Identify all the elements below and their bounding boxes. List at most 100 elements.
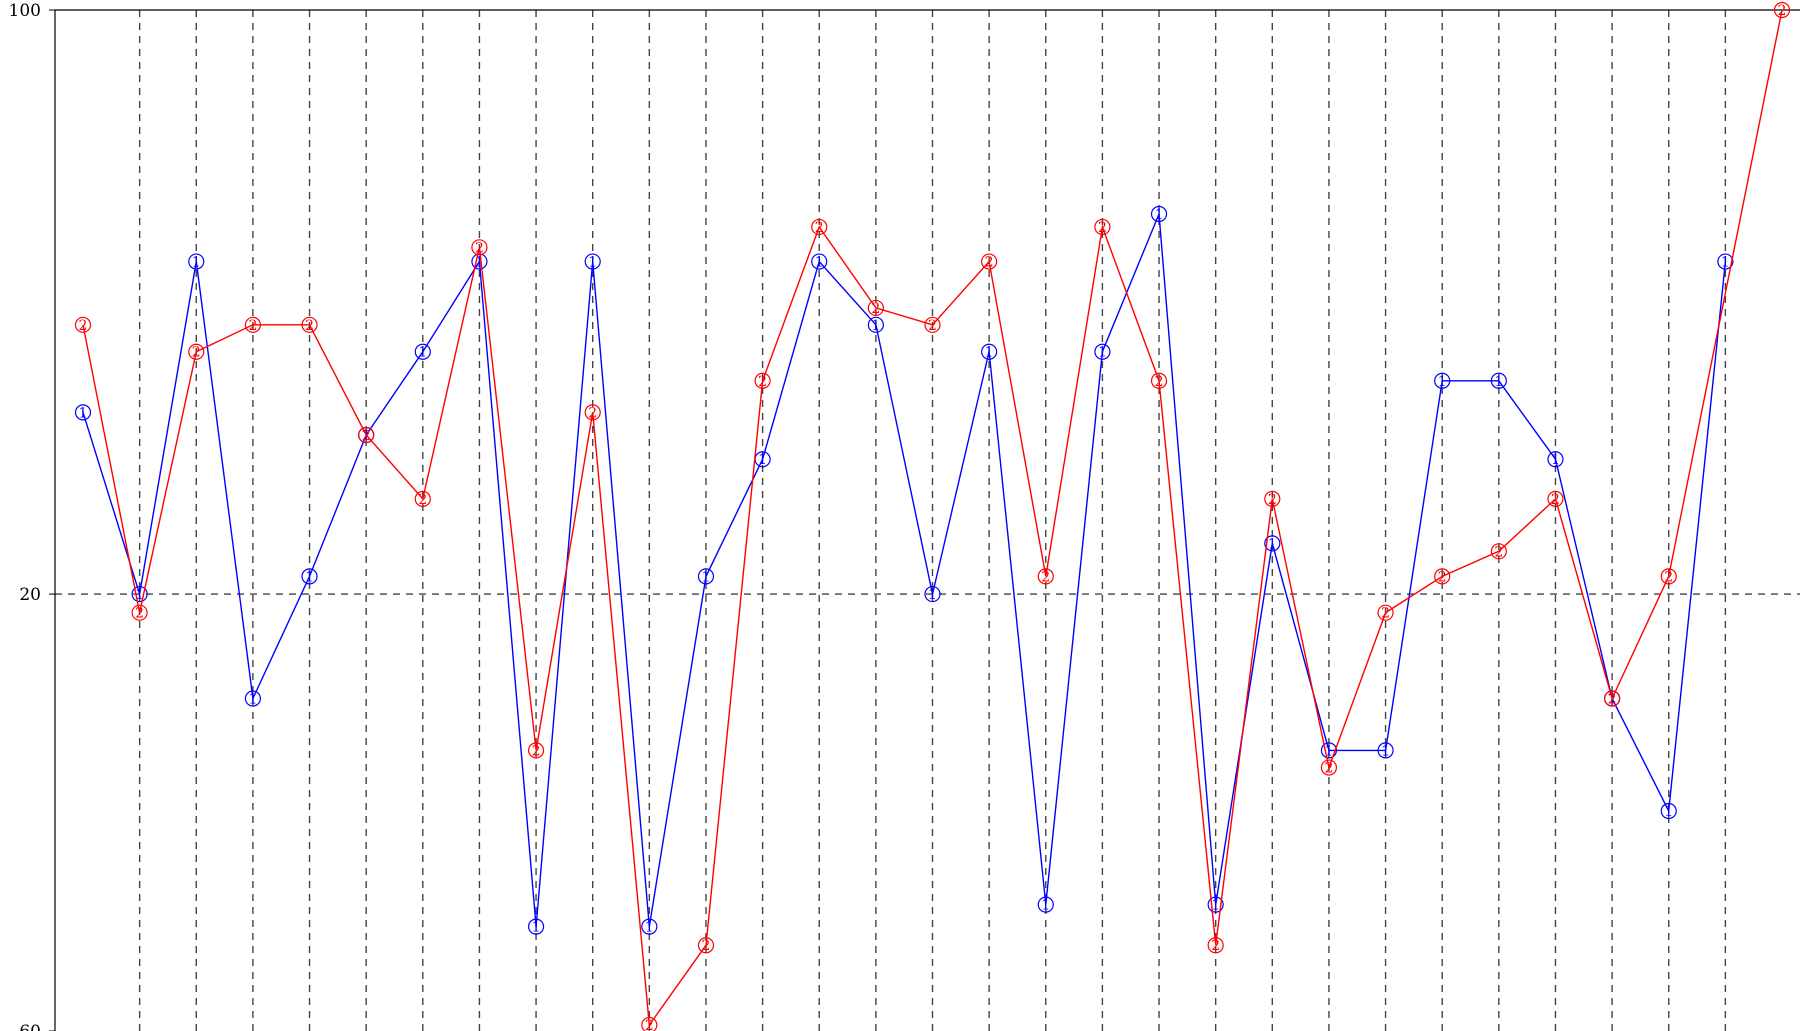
point-marker-label: 1	[135, 587, 144, 603]
point-marker-label: 2	[871, 301, 880, 317]
point-marker-circle	[1094, 343, 1111, 360]
point-marker-circle	[1660, 802, 1677, 820]
point-marker-circle	[1377, 604, 1394, 621]
point-marker-circle	[1547, 451, 1564, 468]
point-marker-label: 2	[475, 240, 484, 256]
data-point: 1	[1660, 802, 1677, 820]
point-marker-label: 2	[1608, 691, 1617, 707]
point-marker-label: 1	[1721, 255, 1730, 271]
data-point: 2	[1377, 604, 1394, 622]
point-marker-label: 1	[1211, 898, 1220, 914]
point-marker-circle	[1660, 568, 1677, 585]
point-marker-label: 2	[1041, 569, 1050, 585]
data-point: 2	[1603, 690, 1621, 707]
point-marker-circle	[697, 568, 715, 585]
data-point: 2	[471, 239, 488, 256]
point-marker-circle	[584, 253, 601, 270]
data-point: 1	[754, 451, 771, 468]
point-marker-label: 1	[1438, 374, 1447, 390]
point-marker-circle	[811, 253, 828, 270]
point-marker-label: 2	[1551, 492, 1560, 508]
data-point: 2	[1434, 568, 1451, 585]
point-marker-label: 1	[1381, 743, 1390, 759]
point-marker-label: 1	[1268, 536, 1277, 552]
data-point: 1	[924, 585, 941, 603]
data-point: 2	[924, 316, 941, 334]
point-marker-circle	[754, 372, 771, 389]
data-point: 1	[1377, 742, 1394, 759]
data-point: 2	[527, 742, 545, 759]
data-point: 2	[1037, 568, 1054, 585]
data-point: 1	[414, 343, 431, 361]
point-marker-label: 1	[475, 255, 484, 271]
point-marker-label: 1	[815, 255, 824, 271]
point-marker-label: 2	[1664, 569, 1673, 585]
point-marker-label: 1	[702, 569, 711, 585]
point-marker-circle	[527, 918, 545, 935]
point-marker-label: 2	[1381, 606, 1390, 622]
point-marker-circle	[301, 568, 318, 585]
point-marker-circle	[981, 343, 998, 360]
data-point: 1	[697, 568, 715, 585]
point-marker-circle	[1490, 372, 1507, 389]
point-marker-circle	[1150, 372, 1168, 389]
point-marker-circle	[867, 299, 884, 317]
point-marker-circle	[471, 253, 488, 270]
point-marker-label: 2	[588, 405, 597, 421]
point-marker-circle	[414, 490, 431, 507]
point-marker-label: 2	[135, 606, 144, 622]
data-point: 2	[358, 426, 375, 444]
y-tick-label: 20	[19, 585, 41, 605]
data-point: 2	[981, 253, 998, 271]
data-point: 2	[1207, 937, 1224, 954]
point-marker-label: 2	[645, 1018, 654, 1031]
data-point: 1	[641, 918, 658, 936]
point-marker-circle	[1037, 568, 1054, 585]
point-marker-label: 2	[1438, 569, 1447, 585]
point-marker-label: 1	[645, 920, 654, 936]
data-point: 2	[1320, 759, 1338, 777]
data-point: 1	[867, 316, 884, 334]
point-marker-label: 1	[1155, 207, 1164, 223]
point-marker-label: 2	[1098, 220, 1107, 236]
point-marker-label: 1	[532, 920, 541, 936]
data-point: 1	[1150, 205, 1168, 223]
data-point: 2	[1660, 568, 1677, 585]
point-marker-circle	[1150, 205, 1168, 223]
point-marker-label: 2	[1211, 938, 1220, 954]
point-marker-label: 1	[928, 587, 937, 603]
point-marker-circle	[188, 343, 205, 360]
data-point: 1	[1264, 535, 1281, 552]
y-tick-label: 100	[9, 1, 41, 21]
data-point: 1	[301, 568, 318, 585]
point-marker-label: 1	[758, 452, 767, 468]
data-point: 1	[584, 253, 601, 271]
point-marker-circle	[1037, 896, 1054, 913]
data-point: 1	[1094, 343, 1111, 361]
data-point: 2	[244, 316, 261, 334]
series-2: 2 2 2 2 2 2 2 2 2 2 2 2 2 2 2 2 2 2 2 2 2 2 2 2 2 2 2 2 2 2	[74, 1, 1791, 1031]
point-marker-circle	[74, 404, 92, 421]
point-marker-circle	[131, 585, 148, 603]
data-point: 1	[1547, 451, 1564, 468]
y-tick-label: 60	[19, 1022, 41, 1031]
point-marker-label: 2	[248, 318, 257, 334]
point-marker-label: 2	[418, 492, 427, 508]
point-marker-label: 1	[1324, 743, 1333, 759]
point-marker-label: 2	[532, 743, 541, 759]
point-marker-circle	[1094, 218, 1111, 236]
point-marker-label: 1	[248, 691, 257, 707]
point-marker-label: 1	[985, 345, 994, 361]
data-point: 2	[1094, 218, 1111, 236]
data-point: 2	[131, 604, 148, 622]
point-marker-label: 1	[79, 405, 88, 421]
point-marker-circle	[188, 253, 205, 270]
point-marker-label: 2	[79, 318, 88, 334]
data-point: 2	[584, 404, 601, 421]
data-point: 2	[188, 343, 205, 361]
data-point: 2	[1264, 490, 1281, 508]
point-marker-circle	[301, 316, 318, 333]
data-point: 2	[641, 1016, 658, 1031]
